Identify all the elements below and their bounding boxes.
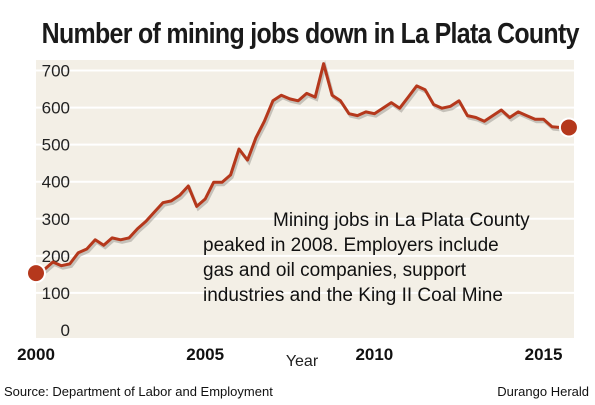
- data-point: [221, 181, 223, 184]
- data-point: [322, 62, 325, 65]
- data-point: [517, 111, 519, 113]
- data-point: [382, 107, 384, 109]
- y-tick-label: 300: [42, 210, 70, 229]
- data-point: [424, 88, 426, 91]
- data-point: [128, 237, 130, 239]
- data-point: [60, 264, 63, 267]
- data-point: [145, 220, 147, 223]
- annotation-line-2: peaked in 2008. Employers include: [203, 235, 499, 256]
- x-tick-label: 2005: [186, 345, 224, 364]
- data-point: [111, 237, 113, 239]
- data-point: [94, 238, 97, 241]
- data-point: [415, 85, 418, 87]
- data-point: [365, 111, 367, 113]
- data-point: [136, 227, 139, 230]
- data-point: [204, 198, 206, 200]
- data-point: [314, 96, 316, 98]
- y-tick-label: 100: [42, 284, 70, 303]
- data-point: [356, 114, 359, 117]
- y-tick-label: 600: [42, 99, 70, 118]
- y-tick-label: 200: [42, 247, 70, 266]
- data-point: [119, 238, 122, 241]
- data-point: [390, 101, 393, 104]
- data-point: [483, 120, 486, 122]
- y-tick-label: 400: [42, 173, 70, 192]
- data-point: [500, 109, 503, 111]
- data-point: [449, 105, 452, 108]
- data-point: [373, 112, 376, 115]
- data-point: [69, 263, 71, 265]
- data-point: [162, 201, 164, 204]
- data-point: [288, 98, 291, 100]
- data-point: [272, 99, 274, 102]
- data-point: [85, 248, 88, 250]
- data-point: [458, 99, 460, 102]
- data-point: [170, 200, 173, 202]
- annotation-line-1: Mining jobs in La Plata County: [273, 210, 530, 231]
- data-point: [331, 94, 333, 97]
- data-point: [195, 205, 198, 208]
- data-point: [229, 174, 232, 176]
- data-point: [542, 118, 545, 121]
- start-marker: [26, 263, 46, 284]
- data-point: [441, 107, 443, 109]
- chart-annotation: Mining jobs in La Plata County peaked in…: [203, 208, 563, 308]
- annotation-line-4: industries and the King II Coal Mine: [203, 285, 503, 306]
- data-point: [348, 112, 350, 115]
- data-point: [475, 116, 477, 119]
- credit-note: Durango Herald: [497, 384, 589, 399]
- data-point: [398, 107, 401, 109]
- data-point: [551, 125, 553, 128]
- data-point: [491, 114, 494, 117]
- data-point: [212, 181, 215, 184]
- gridlines: [36, 69, 574, 294]
- data-point: [407, 96, 410, 98]
- data-point: [466, 114, 469, 117]
- x-tick-label: 2010: [355, 345, 393, 364]
- data-point: [77, 251, 80, 254]
- end-marker: [558, 117, 579, 138]
- x-tick-labels: 2000 2005 2010 2015: [17, 345, 562, 364]
- x-tick-label: 2000: [17, 345, 55, 364]
- series-group: [26, 60, 579, 284]
- data-point: [297, 99, 300, 102]
- x-tick-label: 2015: [525, 345, 563, 364]
- annotation-line-3: gas and oil companies, support: [203, 260, 466, 281]
- plot-background: [36, 60, 574, 338]
- data-point: [52, 261, 54, 263]
- data-point: [102, 244, 105, 247]
- data-point: [508, 116, 511, 119]
- data-point: [153, 211, 156, 213]
- y-tick-label: 700: [42, 62, 70, 81]
- y-tick-label: 0: [61, 321, 70, 340]
- data-point: [263, 120, 266, 122]
- data-point: [525, 114, 528, 117]
- data-point: [534, 118, 536, 121]
- data-point: [305, 92, 308, 95]
- data-point: [255, 137, 257, 139]
- y-tick-label: 500: [42, 136, 70, 155]
- chart-title: Number of mining jobs down in La Plata C…: [41, 18, 580, 50]
- series-line: [35, 62, 569, 273]
- data-point: [432, 103, 435, 106]
- data-point: [187, 185, 190, 187]
- x-axis-label: Year: [286, 353, 319, 370]
- footer: Source: Department of Labor and Employme…: [0, 382, 595, 404]
- series-line-shadow: [37, 60, 571, 276]
- data-point: [246, 159, 249, 161]
- chart-area: 0 100 200 300 400 500 600 700 2000 2005 2010 2015 …: [0, 60, 595, 380]
- data-point: [280, 94, 283, 97]
- data-point: [238, 148, 240, 150]
- data-point: [179, 194, 181, 197]
- y-tick-labels: 0 100 200 300 400 500 600 700: [42, 62, 70, 340]
- data-point: [339, 99, 342, 102]
- source-note: Source: Department of Labor and Employme…: [4, 384, 273, 399]
